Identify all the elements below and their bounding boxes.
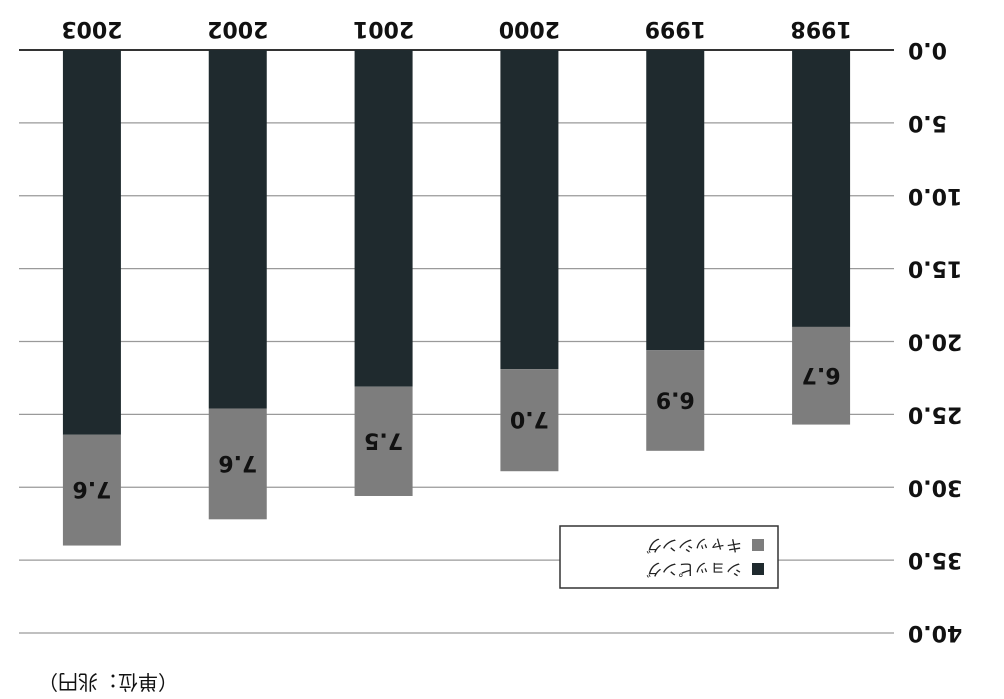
legend-label-shopping: ショッピング xyxy=(646,560,742,579)
x-category-label: 2003 xyxy=(61,16,122,41)
y-tick-label: 10.0 xyxy=(908,183,962,208)
y-tick-label: 5.0 xyxy=(908,110,947,135)
data-label-cashing: 6.9 xyxy=(656,387,695,412)
labels-layer: 6.7 6.9 7.0 7.5 7.6 7.6 xyxy=(72,362,840,501)
y-tick-label: 30.0 xyxy=(908,474,962,499)
y-tick-label: 20.0 xyxy=(908,329,962,354)
x-category-label: 2002 xyxy=(207,16,268,41)
y-tick-label: 25.0 xyxy=(908,401,962,426)
x-category-label: 2001 xyxy=(353,16,414,41)
data-label-cashing: 7.6 xyxy=(218,450,257,475)
y-tick-label: 15.0 xyxy=(908,256,962,281)
data-label-cashing: 7.5 xyxy=(364,427,403,452)
data-label-cashing: 6.7 xyxy=(802,362,841,387)
y-tick-label: 40.0 xyxy=(908,620,962,645)
legend: ショッピング キャッシング xyxy=(560,526,778,588)
unit-note: （単位：兆円） xyxy=(38,670,178,694)
x-category-label: 1999 xyxy=(645,16,706,41)
bar-shopping xyxy=(500,50,558,369)
data-label-cashing: 7.6 xyxy=(72,476,111,501)
bars-layer xyxy=(63,50,850,546)
bar-shopping xyxy=(792,50,850,327)
bar-shopping xyxy=(209,50,267,409)
y-tick-label: 0.0 xyxy=(908,37,947,62)
x-category-labels: 1998 1999 2000 2001 2002 2003 xyxy=(61,16,851,41)
bar-shopping xyxy=(646,50,704,350)
bar-shopping xyxy=(355,50,413,387)
y-tick-label: 35.0 xyxy=(908,547,962,572)
bar-shopping xyxy=(63,50,121,435)
legend-swatch-cashing xyxy=(752,539,764,551)
x-category-label: 2000 xyxy=(499,16,560,41)
legend-swatch-shopping xyxy=(752,563,764,575)
data-label-cashing: 7.0 xyxy=(510,406,549,431)
y-tick-labels: 0.0 5.0 10.0 15.0 20.0 25.0 30.0 35.0 40.0 xyxy=(908,37,962,645)
legend-label-cashing: キャッシング xyxy=(646,536,742,555)
x-category-label: 1998 xyxy=(790,16,851,41)
